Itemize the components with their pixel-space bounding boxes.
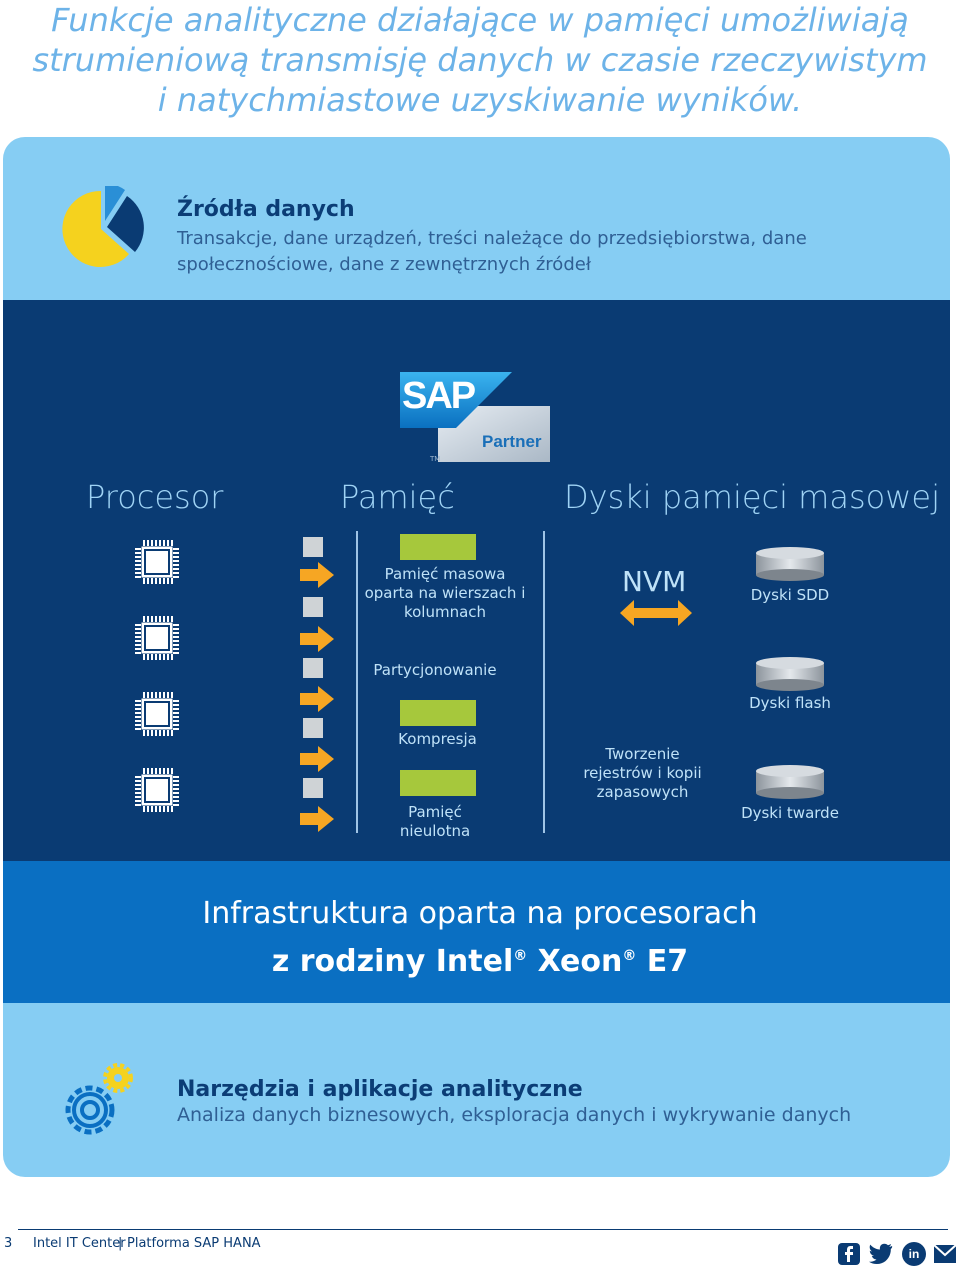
- disk-ssd-label: Dyski SDD: [750, 586, 830, 604]
- memory-cell: [303, 537, 323, 557]
- footer-page-number: 3: [4, 1236, 13, 1251]
- infrastructure-line-1: Infrastruktura oparta na procesorach: [202, 896, 758, 931]
- double-arrow-icon: [620, 600, 692, 626]
- disk-icon: [756, 547, 824, 581]
- chip-icon: [135, 768, 179, 812]
- headline: Funkcje analityczne działające w pamięci…: [0, 0, 960, 120]
- memory-partitioning-label: Partycjonowanie: [373, 661, 497, 679]
- arrow-right-icon: [300, 746, 334, 772]
- email-icon[interactable]: [933, 1244, 957, 1264]
- headline-line-1: Funkcje analityczne działające w pamięci…: [51, 1, 909, 39]
- sap-partner-text: Partner: [482, 432, 542, 451]
- chip-icon: [135, 692, 179, 736]
- sap-tm: TM: [430, 455, 441, 463]
- memory-columnar-label: Pamięć masowa oparta na wierszach i kolu…: [364, 565, 526, 621]
- headline-line-2: strumieniową transmisję danych w czasie …: [32, 41, 928, 79]
- disk-icon: [756, 657, 824, 691]
- memory-compression-label: Kompresja: [398, 730, 477, 748]
- chip-icon: [135, 540, 179, 584]
- registered-mark: ®: [622, 948, 637, 964]
- gears-icon: [65, 1063, 133, 1135]
- footer-divider: [18, 1229, 948, 1230]
- arrow-right-icon: [300, 806, 334, 832]
- facebook-icon[interactable]: [838, 1243, 860, 1265]
- linkedin-icon[interactable]: in: [902, 1242, 926, 1266]
- memory-divider-left: [356, 531, 358, 833]
- sources-title: Źródła danych: [177, 197, 355, 222]
- xeon-text: Xeon: [527, 944, 623, 979]
- memory-divider-right: [543, 531, 545, 833]
- intel-family-text: z rodziny Intel: [271, 944, 514, 979]
- tools-title: Narzędzia i aplikacje analityczne: [177, 1077, 583, 1102]
- footer-product: Platforma SAP HANA: [127, 1236, 261, 1251]
- tools-description: Analiza danych biznesowych, eksploracja …: [177, 1104, 852, 1126]
- infrastructure-band: [3, 861, 950, 1003]
- memory-block: [400, 534, 476, 560]
- memory-cell: [303, 778, 323, 798]
- infrastructure-line-2: z rodziny Intel® Xeon® E7: [0, 944, 960, 979]
- arrow-right-icon: [300, 562, 334, 588]
- memory-cell: [303, 718, 323, 738]
- nvm-label: NVM: [622, 565, 687, 598]
- sources-description: Transakcje, dane urządzeń, treści należą…: [177, 228, 807, 275]
- memory-cell: [303, 658, 323, 678]
- memory-cell: [303, 597, 323, 617]
- chip-icon: [135, 616, 179, 660]
- footer-separator: |: [118, 1236, 123, 1251]
- arrow-right-icon: [300, 686, 334, 712]
- footer-brand-link[interactable]: Intel IT Center: [33, 1236, 126, 1251]
- pie-chart-icon: [62, 186, 144, 267]
- disk-icon: [756, 765, 824, 799]
- memory-block: [400, 700, 476, 726]
- column-storage: Dyski pamięci masowej: [564, 478, 940, 516]
- sap-partner-logo: [400, 372, 550, 462]
- disk-flash-label: Dyski flash: [749, 694, 831, 712]
- column-processor: Procesor: [86, 478, 224, 516]
- sap-brand-text: SAP: [402, 375, 476, 417]
- arrow-right-icon: [300, 626, 334, 652]
- disk-hdd-label: Dyski twarde: [741, 804, 839, 822]
- linkedin-glyph: in: [908, 1247, 920, 1261]
- memory-nonvolatile-label: Pamięć nieulotna: [399, 803, 471, 840]
- backup-label: Tworzenie rejestrów i kopii zapasowych: [583, 745, 702, 801]
- twitter-icon[interactable]: [868, 1242, 894, 1266]
- headline-line-3: i natychmiastowe uzyskiwanie wyników.: [157, 81, 803, 119]
- column-memory: Pamięć: [340, 478, 455, 516]
- memory-block: [400, 770, 476, 796]
- registered-mark: ®: [513, 948, 528, 964]
- e7-text: E7: [636, 944, 689, 979]
